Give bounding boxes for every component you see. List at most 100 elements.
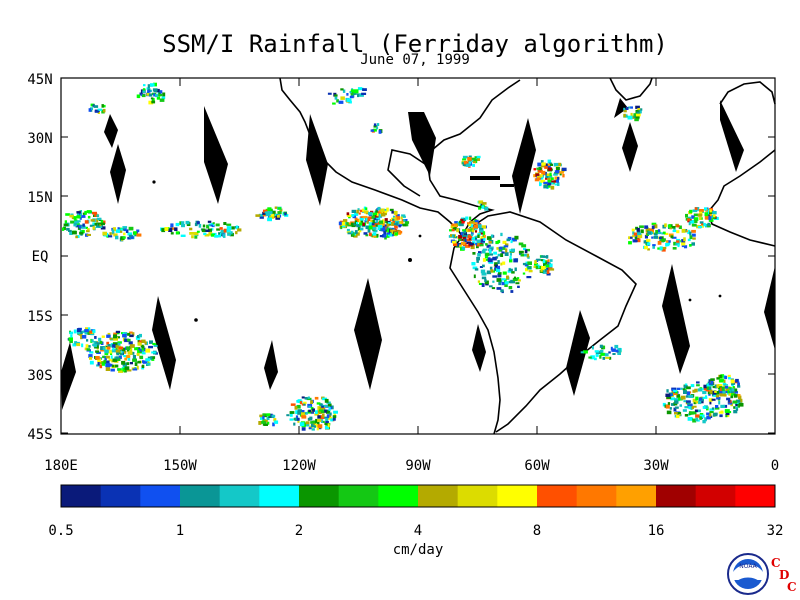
rain-cell bbox=[308, 409, 312, 413]
rain-cell bbox=[599, 344, 603, 348]
rain-cell bbox=[277, 207, 282, 210]
rain-cell bbox=[196, 221, 200, 225]
rain-cell bbox=[547, 167, 553, 171]
rain-cell bbox=[699, 414, 705, 418]
rain-cell bbox=[120, 228, 123, 231]
rain-cell bbox=[488, 261, 494, 264]
rain-cell bbox=[540, 179, 546, 183]
rain-cell bbox=[74, 222, 80, 225]
rain-cell bbox=[170, 232, 174, 235]
rain-cell bbox=[271, 414, 276, 418]
rain-cell bbox=[350, 222, 354, 226]
rain-cell bbox=[553, 173, 558, 176]
rain-cell bbox=[659, 236, 662, 239]
rain-cell bbox=[700, 217, 703, 220]
rain-cell bbox=[311, 428, 315, 431]
rain-cell bbox=[472, 164, 475, 167]
rain-cell bbox=[680, 387, 683, 390]
rain-cell bbox=[464, 238, 467, 243]
rain-cell bbox=[671, 403, 676, 406]
rain-cell bbox=[611, 348, 616, 352]
rain-cell bbox=[378, 215, 383, 218]
rain-cell bbox=[387, 228, 390, 232]
rain-cell bbox=[401, 220, 404, 224]
rain-cell bbox=[181, 221, 185, 225]
rain-cell bbox=[118, 346, 124, 350]
rain-cell bbox=[708, 392, 711, 396]
rain-cell bbox=[92, 226, 96, 230]
rain-cell bbox=[482, 248, 488, 251]
no-data-swath-gaps bbox=[61, 98, 775, 410]
colorbar-tick-4: 4 bbox=[414, 523, 422, 539]
rain-cell bbox=[558, 162, 562, 167]
rain-cell bbox=[670, 235, 674, 239]
rain-cell bbox=[380, 208, 385, 213]
rain-cell bbox=[605, 356, 610, 359]
rain-cell bbox=[706, 386, 709, 390]
rain-cell bbox=[481, 202, 487, 205]
rain-cell bbox=[210, 222, 215, 227]
rain-cell bbox=[476, 244, 479, 249]
rain-cell bbox=[625, 106, 629, 110]
rain-cell bbox=[223, 228, 227, 233]
rain-cell bbox=[681, 239, 686, 243]
rain-cell bbox=[458, 234, 463, 239]
rain-cell bbox=[384, 218, 388, 222]
map-subtitle: June 07, 1999 bbox=[360, 52, 470, 68]
rain-cell bbox=[673, 389, 677, 392]
rain-cell bbox=[714, 407, 720, 410]
rain-cell bbox=[111, 364, 114, 368]
rain-cell bbox=[153, 82, 157, 87]
rain-cell bbox=[684, 406, 689, 409]
rain-cell bbox=[459, 222, 464, 227]
rain-cell bbox=[137, 335, 140, 338]
rain-cell bbox=[666, 389, 669, 393]
rain-cell bbox=[712, 211, 717, 215]
rain-cell bbox=[382, 219, 385, 223]
rain-cell bbox=[205, 229, 210, 232]
rain-cell bbox=[472, 241, 476, 244]
rain-cell bbox=[142, 94, 146, 98]
rain-cell bbox=[689, 244, 692, 247]
rain-cell bbox=[148, 100, 154, 105]
rain-cell bbox=[732, 386, 735, 389]
rain-cell bbox=[372, 232, 377, 236]
rain-cell bbox=[540, 269, 543, 272]
rain-cell bbox=[189, 227, 193, 231]
rain-cell bbox=[350, 89, 354, 92]
rain-cell bbox=[141, 345, 145, 350]
rain-cell bbox=[65, 213, 70, 216]
rain-cell bbox=[735, 378, 739, 383]
rain-cell bbox=[473, 274, 476, 279]
rain-cell bbox=[490, 269, 494, 273]
rain-cell bbox=[322, 416, 328, 419]
rain-cell bbox=[276, 215, 280, 218]
rain-cell bbox=[702, 396, 708, 399]
rain-cell bbox=[84, 347, 88, 351]
rain-cell bbox=[123, 354, 127, 358]
rain-cell bbox=[235, 231, 238, 235]
rain-cell bbox=[486, 244, 491, 248]
rain-cell bbox=[230, 231, 233, 235]
rain-cell bbox=[731, 383, 734, 387]
rain-cell bbox=[555, 167, 560, 170]
rain-cell bbox=[122, 236, 126, 239]
colorbar-segment bbox=[695, 485, 736, 507]
rain-cell bbox=[354, 230, 358, 234]
rain-cell bbox=[109, 232, 112, 236]
rain-cell bbox=[635, 105, 640, 109]
rain-cell bbox=[725, 412, 730, 416]
rain-cell bbox=[363, 232, 368, 235]
rain-cell bbox=[730, 379, 735, 384]
rain-cell bbox=[84, 331, 88, 335]
rain-cell bbox=[469, 242, 474, 246]
rain-cell bbox=[480, 269, 486, 274]
rain-cell bbox=[210, 233, 215, 237]
rain-cell bbox=[550, 181, 554, 185]
rain-cell bbox=[699, 416, 702, 420]
rain-cell bbox=[673, 227, 676, 230]
rain-cell bbox=[325, 410, 331, 414]
rain-cell bbox=[69, 214, 74, 218]
rain-cell bbox=[338, 100, 344, 104]
rain-cell bbox=[516, 277, 520, 281]
